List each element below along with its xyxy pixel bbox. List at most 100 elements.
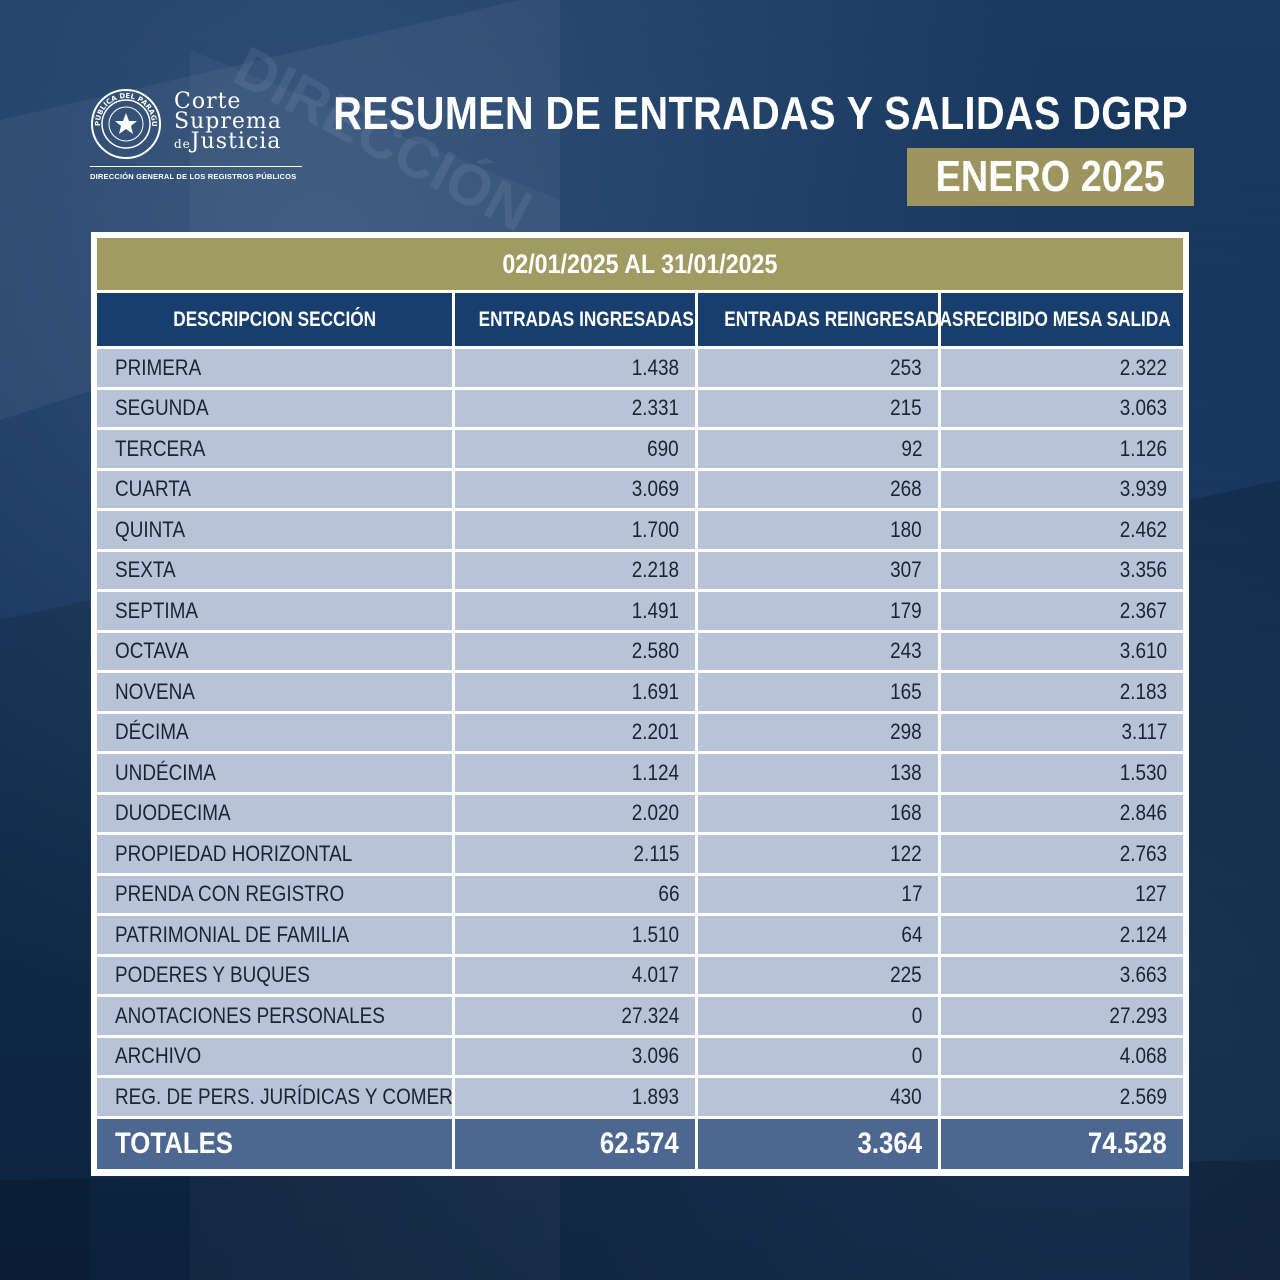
value-cell: 1.510 bbox=[455, 916, 698, 957]
table-row: SEXTA 2.218 307 3.356 bbox=[97, 551, 1184, 592]
value-cell: 307 bbox=[698, 551, 941, 592]
value-cell: 17 bbox=[698, 875, 941, 916]
value-cell: 1.691 bbox=[455, 673, 698, 714]
value-cell: 2.569 bbox=[941, 1078, 1184, 1119]
table-body: PRIMERA 1.438 253 2.322 SEGUNDA 2.331 215 3.063… bbox=[97, 349, 1184, 1119]
value-cell: 3.117 bbox=[941, 713, 1184, 754]
logo-line-3-word: Justicia bbox=[190, 129, 282, 154]
value-cell: 3.096 bbox=[455, 1037, 698, 1078]
table-row: SEGUNDA 2.331 215 3.063 bbox=[97, 389, 1184, 430]
value-cell: 92 bbox=[698, 430, 941, 471]
value-cell: 1.126 bbox=[941, 430, 1184, 471]
table-row: TERCERA 690 92 1.126 bbox=[97, 430, 1184, 471]
section-name-cell: PROPIEDAD HORIZONTAL bbox=[97, 835, 455, 876]
section-name-cell: OCTAVA bbox=[97, 632, 455, 673]
value-cell: 64 bbox=[698, 916, 941, 957]
value-cell: 3.063 bbox=[941, 389, 1184, 430]
value-cell: 3.939 bbox=[941, 470, 1184, 511]
value-cell: 430 bbox=[698, 1078, 941, 1119]
value-cell: 298 bbox=[698, 713, 941, 754]
value-cell: 2.846 bbox=[941, 794, 1184, 835]
totals-row: TOTALES 62.574 3.364 74.528 bbox=[97, 1118, 1184, 1169]
section-name-cell: QUINTA bbox=[97, 511, 455, 552]
value-cell: 4.068 bbox=[941, 1037, 1184, 1078]
table-row: ARCHIVO 3.096 0 4.068 bbox=[97, 1037, 1184, 1078]
table-row: NOVENA 1.691 165 2.183 bbox=[97, 673, 1184, 714]
logo-subtitle: DIRECCIÓN GENERAL DE LOS REGISTROS PÚBLI… bbox=[90, 172, 297, 181]
table-row: DÉCIMA 2.201 298 3.117 bbox=[97, 713, 1184, 754]
section-name-cell: ANOTACIONES PERSONALES bbox=[97, 997, 455, 1038]
value-cell: 225 bbox=[698, 956, 941, 997]
value-cell: 2.020 bbox=[455, 794, 698, 835]
value-cell: 2.580 bbox=[455, 632, 698, 673]
value-cell: 1.700 bbox=[455, 511, 698, 552]
section-name-cell: SEPTIMA bbox=[97, 592, 455, 633]
table-row: UNDÉCIMA 1.124 138 1.530 bbox=[97, 754, 1184, 795]
column-header-row: DESCRIPCION SECCIÓN ENTRADAS INGRESADAS … bbox=[97, 293, 1184, 349]
logo-line-3-prefix: de bbox=[174, 137, 191, 151]
value-cell: 127 bbox=[941, 875, 1184, 916]
value-cell: 179 bbox=[698, 592, 941, 633]
section-name-cell: REG. DE PERS. JURÍDICAS Y COMERCIO bbox=[97, 1078, 455, 1119]
logo-line-2: Suprema bbox=[174, 109, 282, 134]
national-seal-icon: REPÚBLICA DEL PARAGUAY bbox=[90, 88, 161, 159]
section-name-cell: DÉCIMA bbox=[97, 713, 455, 754]
column-header: DESCRIPCION SECCIÓN bbox=[97, 293, 455, 349]
value-cell: 3.610 bbox=[941, 632, 1184, 673]
section-name-cell: PATRIMONIAL DE FAMILIA bbox=[97, 916, 455, 957]
value-cell: 2.115 bbox=[455, 835, 698, 876]
table-row: SEPTIMA 1.491 179 2.367 bbox=[97, 592, 1184, 633]
period-row: 02/01/2025 AL 31/01/2025 bbox=[97, 238, 1184, 293]
section-name-cell: UNDÉCIMA bbox=[97, 754, 455, 795]
value-cell: 2.201 bbox=[455, 713, 698, 754]
table-row: REG. DE PERS. JURÍDICAS Y COMERCIO 1.893 4… bbox=[97, 1078, 1184, 1119]
table-row: OCTAVA 2.580 243 3.610 bbox=[97, 632, 1184, 673]
table-row: PODERES Y BUQUES 4.017 225 3.663 bbox=[97, 956, 1184, 997]
value-cell: 2.183 bbox=[941, 673, 1184, 714]
value-cell: 3.663 bbox=[941, 956, 1184, 997]
section-name-cell: PRENDA CON REGISTRO bbox=[97, 875, 455, 916]
value-cell: 180 bbox=[698, 511, 941, 552]
column-header: RECIBIDO MESA SALIDA bbox=[941, 293, 1184, 349]
section-name-cell: PODERES Y BUQUES bbox=[97, 956, 455, 997]
section-name-cell: NOVENA bbox=[97, 673, 455, 714]
value-cell: 122 bbox=[698, 835, 941, 876]
month-badge: ENERO 2025 bbox=[907, 148, 1194, 206]
table-row: PRENDA CON REGISTRO 66 17 127 bbox=[97, 875, 1184, 916]
corte-suprema-logo: REPÚBLICA DEL PARAGUAY Corte Suprema deJ… bbox=[90, 88, 305, 188]
table-row: PATRIMONIAL DE FAMILIA 1.510 64 2.124 bbox=[97, 916, 1184, 957]
section-name-cell: SEXTA bbox=[97, 551, 455, 592]
section-name-cell: TERCERA bbox=[97, 430, 455, 471]
totals-value: 3.364 bbox=[698, 1118, 941, 1169]
page-title: RESUMEN DE ENTRADAS Y SALIDAS DGRP bbox=[332, 87, 1188, 139]
table-row: DUODECIMA 2.020 168 2.846 bbox=[97, 794, 1184, 835]
table-row: CUARTA 3.069 268 3.939 bbox=[97, 470, 1184, 511]
value-cell: 2.763 bbox=[941, 835, 1184, 876]
value-cell: 215 bbox=[698, 389, 941, 430]
summary-table-container: 02/01/2025 AL 31/01/2025 DESCRIPCION SEC… bbox=[91, 232, 1189, 1176]
value-cell: 165 bbox=[698, 673, 941, 714]
column-header: ENTRADAS REINGRESADAS bbox=[698, 293, 963, 349]
value-cell: 3.356 bbox=[941, 551, 1184, 592]
table-row: ANOTACIONES PERSONALES 27.324 0 27.293 bbox=[97, 997, 1184, 1038]
totals-value: 74.528 bbox=[941, 1118, 1184, 1169]
section-name-cell: PRIMERA bbox=[97, 349, 455, 390]
value-cell: 4.017 bbox=[455, 956, 698, 997]
section-name-cell: DUODECIMA bbox=[97, 794, 455, 835]
summary-table: 02/01/2025 AL 31/01/2025 DESCRIPCION SEC… bbox=[97, 238, 1184, 1169]
value-cell: 2.367 bbox=[941, 592, 1184, 633]
value-cell: 1.124 bbox=[455, 754, 698, 795]
column-header: ENTRADAS INGRESADAS bbox=[455, 293, 698, 349]
table-row: PRIMERA 1.438 253 2.322 bbox=[97, 349, 1184, 390]
value-cell: 66 bbox=[455, 875, 698, 916]
period-cell: 02/01/2025 AL 31/01/2025 bbox=[97, 238, 1184, 293]
value-cell: 2.462 bbox=[941, 511, 1184, 552]
value-cell: 27.324 bbox=[455, 997, 698, 1038]
value-cell: 690 bbox=[455, 430, 698, 471]
value-cell: 168 bbox=[698, 794, 941, 835]
value-cell: 253 bbox=[698, 349, 941, 390]
table-row: PROPIEDAD HORIZONTAL 2.115 122 2.763 bbox=[97, 835, 1184, 876]
value-cell: 1.438 bbox=[455, 349, 698, 390]
value-cell: 2.218 bbox=[455, 551, 698, 592]
logo-line-3: deJusticia bbox=[174, 129, 282, 154]
